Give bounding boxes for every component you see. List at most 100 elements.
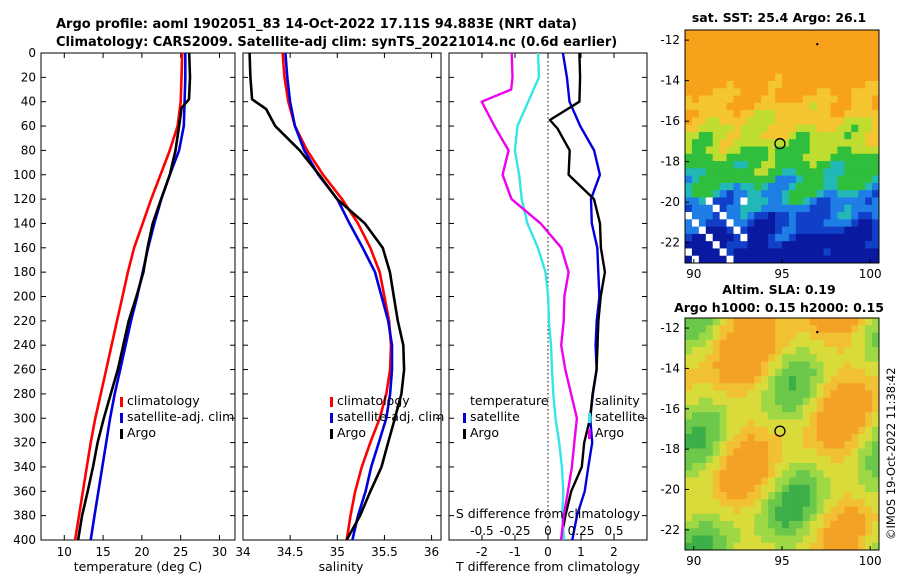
map-cell bbox=[761, 51, 769, 60]
map-cell bbox=[851, 463, 859, 471]
map-cell bbox=[691, 153, 700, 162]
map-cell bbox=[872, 434, 880, 442]
map-cell bbox=[823, 66, 831, 75]
map-cell bbox=[775, 521, 783, 529]
map-cell bbox=[865, 542, 873, 551]
map-cell bbox=[782, 233, 790, 242]
map-cell bbox=[775, 542, 783, 551]
map-cell bbox=[816, 542, 824, 551]
map-cell bbox=[865, 448, 873, 457]
map-cell bbox=[712, 528, 721, 536]
map-cell bbox=[698, 66, 707, 75]
map-cell bbox=[740, 182, 748, 191]
map-cell bbox=[816, 521, 824, 529]
map-cell bbox=[851, 368, 859, 377]
map-cell bbox=[761, 182, 769, 191]
map-cell bbox=[719, 37, 727, 45]
map-cell bbox=[691, 226, 700, 235]
map-cell bbox=[872, 44, 880, 53]
map-cell bbox=[719, 339, 727, 348]
map-cell bbox=[802, 95, 811, 104]
map-cell bbox=[809, 361, 818, 370]
map-cell bbox=[809, 441, 818, 449]
map-cell bbox=[872, 318, 880, 326]
map-cell bbox=[837, 535, 845, 544]
map-cell bbox=[782, 226, 790, 235]
map-cell bbox=[691, 44, 700, 53]
map-cell bbox=[685, 470, 693, 478]
temperature-legend: climatology satellite-adj. clim Argo bbox=[120, 393, 234, 440]
map-cell bbox=[782, 37, 790, 45]
map-cell bbox=[788, 470, 797, 478]
map-cell bbox=[747, 51, 755, 60]
map-cell bbox=[733, 139, 741, 147]
map-cell bbox=[851, 204, 859, 213]
map-cell bbox=[782, 59, 790, 67]
map-cell bbox=[816, 426, 824, 435]
map-cell bbox=[726, 412, 734, 420]
map-cell bbox=[768, 339, 776, 348]
map-cell bbox=[747, 226, 755, 235]
legend-swatch-climatology bbox=[120, 397, 123, 407]
y-tick-label: 80 bbox=[21, 143, 36, 157]
map-cell bbox=[775, 95, 783, 104]
sla-map-subtitle: Argo h1000: 0.15 h2000: 0.15 bbox=[674, 300, 884, 315]
map-cell bbox=[844, 161, 852, 169]
map-cell bbox=[726, 51, 734, 60]
map-cell bbox=[788, 405, 797, 413]
map-cell bbox=[691, 419, 700, 428]
map-cell bbox=[872, 339, 880, 348]
map-cell bbox=[802, 390, 811, 399]
map-cell bbox=[719, 212, 727, 220]
map-cell bbox=[865, 197, 873, 206]
map-cell bbox=[823, 102, 831, 111]
map-cell bbox=[782, 521, 790, 529]
map-cell bbox=[823, 339, 831, 348]
map-cell bbox=[754, 455, 762, 464]
map-cell bbox=[747, 332, 755, 341]
map-cell bbox=[858, 383, 866, 391]
map-cell bbox=[733, 80, 741, 89]
map-cell bbox=[685, 441, 693, 449]
map-cell bbox=[747, 347, 755, 355]
map-cell bbox=[726, 110, 734, 118]
map-cell bbox=[747, 124, 755, 133]
map-cell bbox=[712, 37, 721, 45]
map-cell bbox=[775, 131, 783, 140]
map-cell bbox=[782, 434, 790, 442]
map-cell bbox=[705, 212, 714, 220]
map-cell bbox=[691, 197, 700, 206]
map-cell bbox=[747, 146, 755, 155]
map-cell bbox=[844, 521, 852, 529]
map-cell bbox=[823, 528, 831, 536]
map-cell bbox=[733, 117, 741, 126]
map-cell bbox=[726, 197, 734, 206]
map-cell bbox=[691, 318, 700, 326]
map-cell bbox=[740, 521, 748, 529]
map-cell bbox=[726, 426, 734, 435]
map-cell bbox=[788, 248, 797, 257]
map-cell bbox=[761, 441, 769, 449]
map-cell bbox=[858, 182, 866, 191]
map-cell bbox=[802, 441, 811, 449]
map-cell bbox=[830, 59, 838, 67]
map-cell bbox=[691, 448, 700, 457]
map-cell bbox=[719, 73, 727, 82]
map-cell bbox=[795, 412, 804, 420]
map-cell bbox=[802, 88, 811, 96]
map-cell bbox=[809, 463, 818, 471]
map-cell bbox=[698, 190, 707, 198]
map-cell bbox=[719, 124, 727, 133]
map-cell bbox=[865, 66, 873, 75]
map-cell bbox=[685, 412, 693, 420]
map-cell bbox=[768, 470, 776, 478]
map-cell bbox=[788, 332, 797, 341]
map-cell bbox=[712, 347, 721, 355]
map-cell bbox=[747, 219, 755, 227]
map-cell bbox=[754, 226, 762, 235]
map-cell bbox=[816, 528, 824, 536]
map-cell bbox=[858, 212, 866, 220]
map-cell bbox=[705, 95, 714, 104]
map-cell bbox=[761, 131, 769, 140]
map-cell bbox=[747, 521, 755, 529]
